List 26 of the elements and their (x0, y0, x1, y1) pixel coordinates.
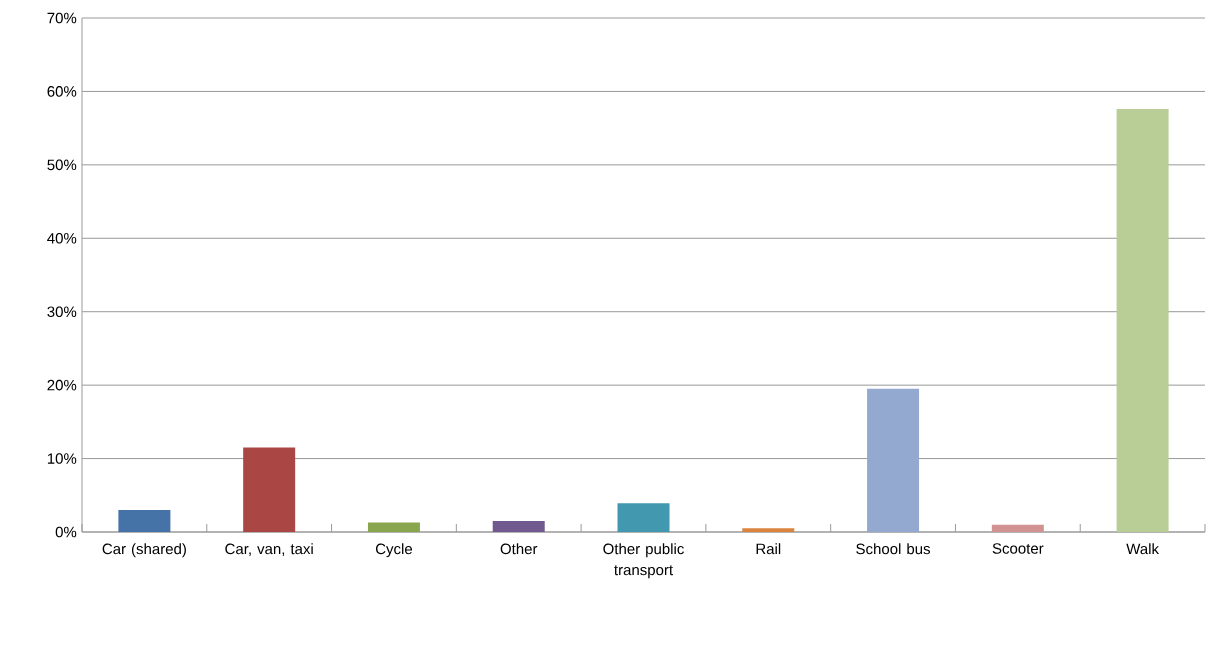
bar (742, 528, 795, 532)
y-tick-label: 60% (47, 86, 77, 97)
y-tick-label: 70% (47, 12, 77, 24)
x-tick-label: Walk (1126, 543, 1160, 555)
bar (118, 509, 171, 532)
x-tick-label: Rail (756, 543, 781, 555)
bar (991, 524, 1044, 532)
x-tick-label: Car, van, taxi (225, 543, 313, 556)
bar (492, 520, 545, 532)
x-tick-label: Other public transport (603, 543, 684, 579)
bar (1116, 109, 1169, 532)
x-tick-label: Scooter (992, 543, 1044, 554)
x-tick-label: School bus (856, 543, 931, 555)
y-tick-label: 0% (55, 526, 77, 538)
y-tick-label: 40% (47, 232, 77, 244)
bar (367, 522, 420, 532)
y-tick-label: 50% (47, 159, 77, 171)
y-tick-label: 20% (47, 379, 77, 391)
y-tick-label: 30% (47, 306, 77, 318)
x-tick-label: Car (shared) (102, 543, 186, 558)
y-tick-label: 10% (47, 453, 77, 464)
bar (867, 388, 920, 532)
bar (243, 447, 296, 532)
x-tick-label: Other (500, 543, 538, 555)
x-tick-label: Cycle (375, 543, 413, 558)
bar (617, 503, 670, 532)
